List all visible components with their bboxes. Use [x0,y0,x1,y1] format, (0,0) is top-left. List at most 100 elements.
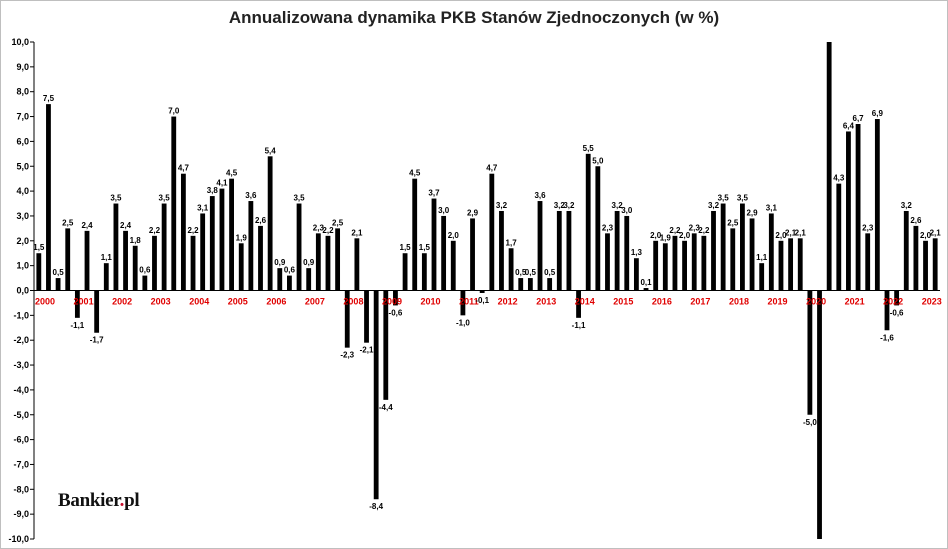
bar [161,203,167,291]
data-label: 2,4 [120,221,132,230]
x-tick-label: 2000 [35,297,55,307]
bar [55,278,61,291]
x-axis-year-labels: 2000 2001 2002 2003 2004 2005 2006 2007 2008 2009… [35,297,942,307]
bar [335,228,341,291]
data-label: 4,1 [216,179,228,188]
data-label: 2,1 [795,228,807,237]
data-label: 1,3 [631,248,643,257]
y-axis: -10,0 -9,0 -8,0 -7,0 -6,0 -5,0 -4,0 -3,0 -2,0 -1,… [8,37,35,544]
bar [412,178,418,291]
bar [797,238,803,291]
data-label: 1,1 [756,253,768,262]
bar [209,196,215,291]
bar [344,290,350,348]
bar [768,213,774,291]
data-label: 2,1 [785,228,797,237]
y-tick-label: -1,0 [13,310,29,320]
bar [508,248,514,291]
bar [759,263,765,291]
data-label: 7,0 [168,107,180,116]
data-label: 1,9 [236,233,248,242]
bar [421,253,427,291]
bar [200,213,206,291]
bar [662,243,668,291]
bar [817,290,822,539]
bar [219,188,225,291]
bars [36,42,938,539]
data-label: 2,2 [149,226,161,235]
data-label: -1,1 [572,321,586,330]
data-label: 1,5 [400,243,412,252]
bar [94,290,100,333]
y-tick-label: -2,0 [13,335,29,345]
bar [624,215,630,291]
bar [865,233,871,291]
y-tick-label: 0,0 [16,286,29,296]
data-label: 2,6 [910,216,922,225]
y-tick-label: 2,0 [16,236,29,246]
bar [470,218,475,291]
data-label: 2,0 [679,231,691,240]
y-tick-label: 3,0 [16,211,29,221]
data-label: 2,2 [669,226,681,235]
bar [65,228,71,291]
bar [643,288,649,291]
bar [383,290,389,400]
x-tick-label: 2013 [536,297,556,307]
data-label: 2,9 [467,208,479,217]
x-tick-label: 2012 [498,297,518,307]
x-tick-label: 2014 [575,297,595,307]
x-tick-label: 2023 [922,297,942,307]
x-tick-label: 2010 [421,297,441,307]
data-label: 2,0 [448,231,460,240]
data-label: 3,2 [554,201,566,210]
y-tick-label: 6,0 [16,136,29,146]
bar [123,230,128,291]
bar [46,104,51,291]
data-label: 2,0 [920,231,932,240]
bar [315,233,321,291]
bar [306,268,312,291]
data-label: 2,5 [62,218,74,227]
y-tick-label: -5,0 [13,410,29,420]
data-label: 3,2 [612,201,624,210]
data-label: 0,6 [284,266,296,275]
y-tick-label: 8,0 [16,87,29,97]
data-label: 3,5 [159,194,171,203]
bar [518,278,524,291]
data-label: 3,0 [438,206,450,215]
x-tick-label: 2015 [613,297,633,307]
bar [614,210,620,291]
data-label: 4,7 [178,164,190,173]
x-tick-label: 2020 [806,297,826,307]
bar [807,290,813,415]
bar [691,233,697,291]
bar [402,253,408,291]
data-label: 3,2 [563,201,575,210]
x-tick-label: 2008 [343,297,363,307]
bar [431,198,437,291]
data-label: 0,6 [139,266,151,275]
data-label: 2,0 [650,231,662,240]
data-label: 3,6 [245,191,257,200]
data-label: 6,4 [843,121,855,130]
x-tick-label: 2005 [228,297,248,307]
data-label: 2,5 [332,218,344,227]
data-label: 3,5 [718,194,730,203]
bar [701,235,707,291]
bar [826,42,832,291]
y-tick-label: -9,0 [13,509,29,519]
data-label: -1,7 [90,336,104,345]
data-label: 0,5 [525,268,537,277]
bar [836,183,842,291]
bar [354,238,360,291]
bar [566,210,572,291]
data-label: 6,9 [872,109,884,118]
data-label: 2,3 [602,223,614,232]
data-label: -1,1 [70,321,84,330]
bar [325,235,331,291]
data-label: -4,4 [379,403,393,412]
y-tick-label: 9,0 [16,62,29,72]
data-label: 2,3 [862,223,874,232]
bar [778,240,784,291]
